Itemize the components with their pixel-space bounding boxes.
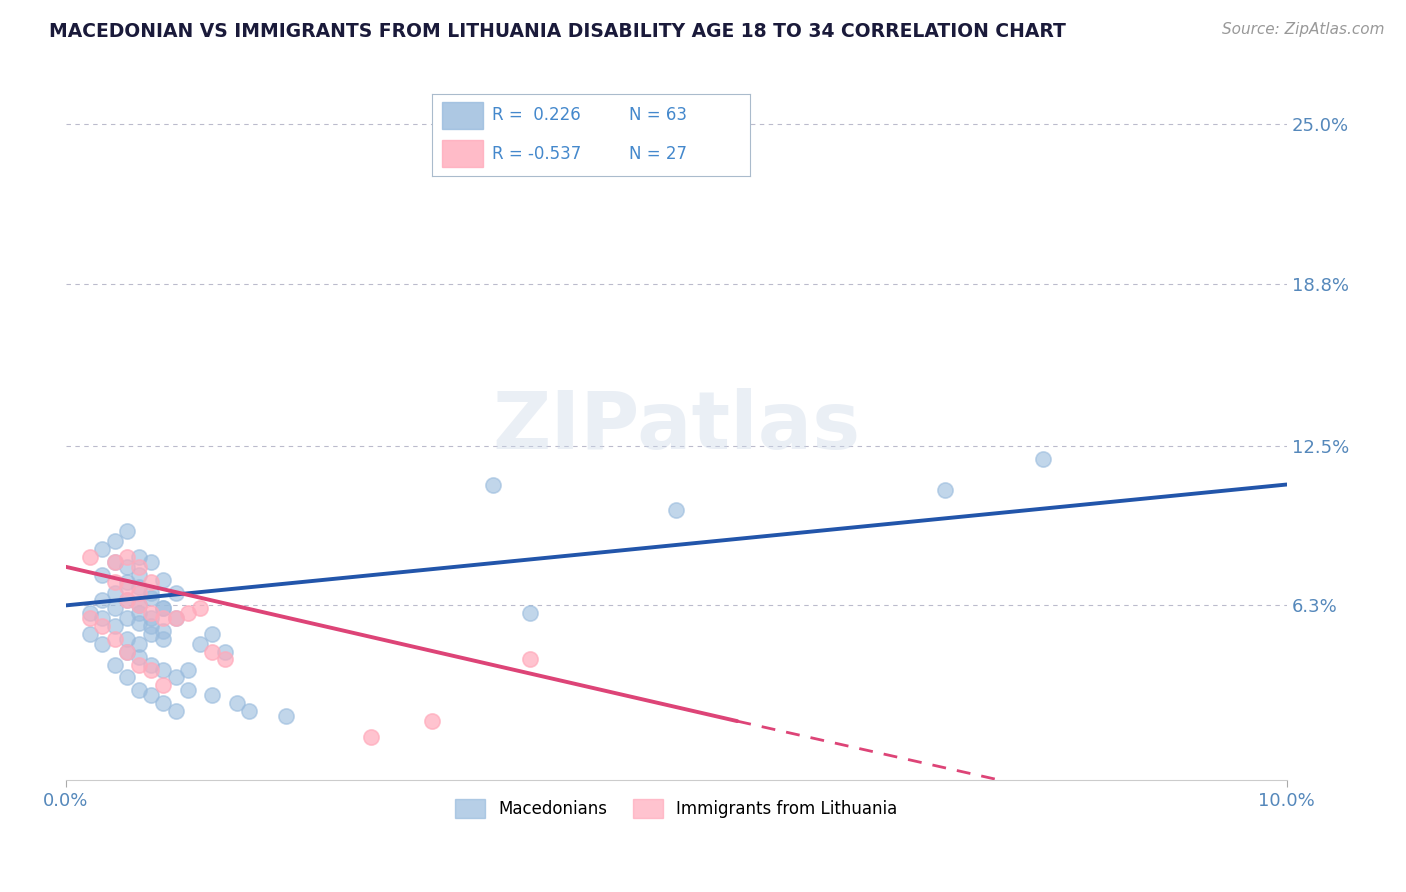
Y-axis label: Disability Age 18 to 34: Disability Age 18 to 34 [0, 332, 8, 521]
Point [188, 637, 211, 651]
Point [115, 645, 138, 659]
Point [152, 624, 174, 639]
Point [115, 524, 138, 538]
Point [152, 573, 174, 587]
Point [152, 611, 174, 625]
Point [128, 683, 150, 698]
Text: MACEDONIAN VS IMMIGRANTS FROM LITHUANIA DISABILITY AGE 18 TO 34 CORRELATION CHAR: MACEDONIAN VS IMMIGRANTS FROM LITHUANIA … [49, 22, 1066, 41]
Point [104, 657, 127, 672]
Point [91, 541, 114, 556]
Point [201, 626, 224, 640]
Point [519, 652, 541, 666]
Point [225, 696, 247, 710]
Point [128, 599, 150, 613]
Point [152, 678, 174, 692]
Point [115, 670, 138, 684]
Point [141, 626, 163, 640]
Point [128, 606, 150, 620]
Point [141, 555, 163, 569]
Point [115, 611, 138, 625]
Point [165, 611, 187, 625]
Point [141, 575, 163, 590]
Point [141, 657, 163, 672]
Point [274, 709, 297, 723]
Point [201, 645, 224, 659]
Point [141, 591, 163, 605]
Point [665, 503, 688, 517]
Point [79, 626, 101, 640]
Point [104, 601, 127, 615]
Point [91, 637, 114, 651]
Point [128, 567, 150, 582]
Point [141, 663, 163, 677]
Point [91, 567, 114, 582]
Point [128, 657, 150, 672]
Point [152, 632, 174, 646]
Text: Source: ZipAtlas.com: Source: ZipAtlas.com [1222, 22, 1385, 37]
Point [141, 585, 163, 599]
Point [152, 601, 174, 615]
Point [128, 585, 150, 599]
Point [165, 611, 187, 625]
Point [482, 477, 505, 491]
Point [420, 714, 443, 728]
Point [115, 593, 138, 607]
Point [104, 575, 127, 590]
Point [128, 649, 150, 664]
Point [519, 606, 541, 620]
Point [104, 632, 127, 646]
Point [141, 619, 163, 633]
Point [165, 704, 187, 718]
Point [177, 663, 200, 677]
Point [104, 534, 127, 549]
Point [104, 555, 127, 569]
Point [934, 483, 956, 497]
Point [128, 581, 150, 595]
Point [141, 606, 163, 620]
Point [360, 730, 382, 744]
Point [91, 619, 114, 633]
Legend: Macedonians, Immigrants from Lithuania: Macedonians, Immigrants from Lithuania [449, 792, 904, 825]
Point [165, 585, 187, 599]
Point [115, 559, 138, 574]
Point [128, 549, 150, 564]
Point [104, 585, 127, 599]
Point [152, 663, 174, 677]
Point [165, 670, 187, 684]
Point [79, 606, 101, 620]
Point [91, 593, 114, 607]
Point [128, 637, 150, 651]
Point [128, 599, 150, 613]
Point [128, 616, 150, 631]
Point [177, 683, 200, 698]
Point [115, 645, 138, 659]
Point [1031, 451, 1053, 466]
Point [79, 611, 101, 625]
Text: ZIPatlas: ZIPatlas [492, 388, 860, 466]
Point [141, 689, 163, 703]
Point [115, 549, 138, 564]
Point [141, 611, 163, 625]
Point [104, 555, 127, 569]
Point [128, 559, 150, 574]
Point [188, 601, 211, 615]
Point [152, 601, 174, 615]
Point [201, 689, 224, 703]
Point [214, 652, 236, 666]
Point [115, 593, 138, 607]
Point [91, 611, 114, 625]
Point [238, 704, 260, 718]
Point [79, 549, 101, 564]
Point [115, 632, 138, 646]
Point [115, 581, 138, 595]
Point [214, 645, 236, 659]
Point [177, 606, 200, 620]
Point [104, 619, 127, 633]
Point [152, 696, 174, 710]
Point [115, 575, 138, 590]
